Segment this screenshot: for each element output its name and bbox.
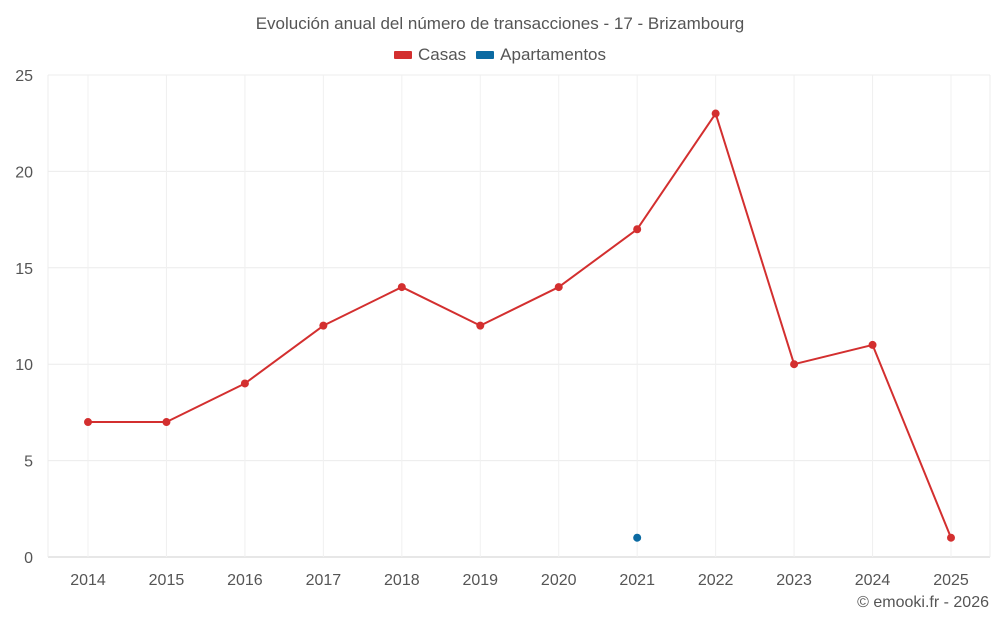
data-point-casas-2018 — [397, 283, 406, 292]
legend-swatch-casas — [393, 51, 412, 59]
y-tick-label-20: 20 — [15, 164, 33, 181]
data-point-casas-2021 — [633, 225, 642, 234]
y-tick-label-0: 0 — [24, 550, 33, 567]
data-point-apartamentos-2021 — [633, 533, 642, 542]
x-tick-label-2023: 2023 — [776, 572, 812, 589]
chart-title: Evolución anual del número de transaccio… — [255, 14, 745, 33]
data-point-casas-2019 — [476, 321, 485, 330]
data-point-casas-2016 — [240, 379, 249, 388]
x-tick-label-2020: 2020 — [541, 572, 577, 589]
legend-label-casas: Casas — [417, 45, 467, 64]
x-tick-label-2015: 2015 — [149, 572, 185, 589]
x-tick-label-2018: 2018 — [384, 572, 420, 589]
legend-item-casas[interactable]: Casas — [393, 45, 467, 65]
y-tick-label-5: 5 — [24, 454, 33, 471]
data-point-casas-2024 — [868, 340, 877, 349]
x-tick-label-2022: 2022 — [698, 572, 734, 589]
legend-label-apartamentos: Apartamentos — [500, 45, 607, 64]
copyright-footer: © emooki.fr - 2026 — [857, 594, 989, 611]
chart-legend: Casas Apartamentos — [0, 45, 1000, 65]
legend-item-apartamentos[interactable]: Apartamentos — [476, 45, 606, 65]
x-tick-label-2014: 2014 — [70, 572, 106, 589]
data-point-casas-2014 — [84, 418, 92, 427]
x-tick-label-2017: 2017 — [306, 572, 342, 589]
x-tick-label-2019: 2019 — [462, 572, 498, 589]
y-tick-label-15: 15 — [15, 261, 33, 278]
data-point-casas-2022 — [711, 109, 720, 118]
data-point-casas-2015 — [162, 418, 171, 427]
data-point-casas-2017 — [319, 321, 328, 330]
x-tick-label-2024: 2024 — [855, 572, 891, 589]
x-tick-label-2016: 2016 — [227, 572, 263, 589]
data-point-casas-2020 — [554, 283, 563, 292]
data-point-casas-2025 — [947, 533, 955, 542]
y-tick-label-25: 25 — [15, 68, 33, 85]
x-tick-label-2025: 2025 — [933, 572, 969, 589]
series-line-casas — [88, 112, 952, 539]
data-point-casas-2023 — [790, 360, 799, 369]
legend-swatch-apartamentos — [476, 51, 495, 59]
x-tick-label-2021: 2021 — [619, 572, 655, 589]
y-tick-label-10: 10 — [15, 357, 33, 374]
